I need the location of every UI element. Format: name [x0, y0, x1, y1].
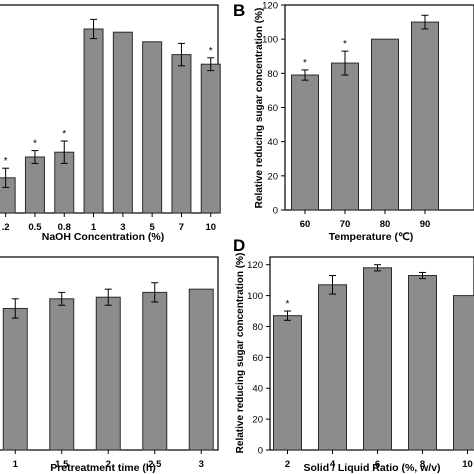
x-tick-label: 4 — [330, 459, 336, 470]
x-tick-label: 2.5 — [148, 459, 162, 470]
bar — [2, 307, 28, 451]
x-axis-title: Pretreatment time (h) — [50, 462, 156, 474]
panel-c-chart: 1 1.5 2 2.5 3 Pretreatment time (h) — [0, 256, 219, 474]
y-axis-title: Relative reducing sugar concentration (%… — [235, 253, 246, 454]
x-tick-label: 70 — [340, 219, 351, 230]
bar — [453, 295, 474, 451]
x-tick-label: 0.8 — [58, 222, 71, 233]
y-tick-label: 60 — [267, 103, 278, 114]
bar — [188, 288, 214, 451]
y-tick-label: 40 — [267, 137, 278, 148]
y-tick-label: 80 — [252, 322, 263, 333]
x-tick-label: 3 — [120, 222, 125, 233]
significance-marker: * — [62, 129, 66, 140]
x-tick-label: .2 — [2, 222, 10, 233]
x-tick-label: 1 — [13, 459, 19, 470]
x-axis-title: NaOH Concentration (%) — [42, 231, 165, 243]
y-tick-label: 0 — [273, 206, 278, 217]
panel-d-chart: 0 20 40 60 80 100 120 * 2 4 6 8 10 Solid / Liquid Rat… — [235, 253, 474, 474]
x-tick-label: 10 — [462, 459, 473, 470]
x-tick-label: 6 — [375, 459, 380, 470]
y-tick-label: 60 — [252, 353, 263, 364]
y-tick-label: 0 — [258, 446, 263, 457]
bar — [142, 41, 163, 214]
bar — [200, 63, 221, 214]
x-axis-title: Solid / Liquid Ratio (%, w/v) — [303, 462, 440, 474]
x-tick-label: 60 — [300, 219, 311, 230]
y-tick-label: 100 — [262, 35, 278, 46]
bar — [318, 284, 347, 451]
y-tick-label: 40 — [252, 384, 263, 395]
y-tick-label: 20 — [252, 415, 263, 426]
bar — [331, 62, 359, 211]
panel-label-d: D — [233, 236, 245, 255]
x-tick-label: 10 — [205, 222, 216, 233]
bar — [49, 298, 75, 451]
bar — [371, 38, 399, 211]
y-axis-title: Relative reducing sugar concentration (%… — [254, 8, 265, 209]
x-tick-label: 1 — [91, 222, 97, 233]
bar — [95, 296, 121, 451]
x-tick-label: 8 — [420, 459, 425, 470]
y-tick-label: 100 — [247, 291, 263, 302]
significance-marker: * — [33, 139, 37, 150]
x-axis-title: Temperature (℃) — [329, 231, 414, 243]
panel-b-chart: 0 20 40 60 80 100 120 * 60 * 70 80 90 Temperature (℃)… — [254, 1, 474, 243]
bar — [408, 275, 437, 451]
y-tick-label: 20 — [267, 171, 278, 182]
bar — [83, 28, 104, 214]
x-tick-label: 1.5 — [55, 459, 69, 470]
bar — [291, 74, 319, 211]
axes-frame — [0, 256, 219, 451]
bar — [0, 177, 16, 214]
x-tick-label: 3 — [199, 459, 204, 470]
significance-marker: * — [209, 46, 213, 57]
bar — [142, 291, 168, 451]
bar — [24, 156, 45, 214]
bar — [411, 21, 439, 211]
x-tick-label: 7 — [179, 222, 184, 233]
bar — [363, 267, 392, 451]
x-tick-label: 2 — [285, 459, 290, 470]
x-tick-label: 90 — [420, 219, 431, 230]
x-tick-label: 5 — [150, 222, 156, 233]
y-tick-label: 120 — [262, 1, 278, 12]
panel-label-b: B — [233, 1, 245, 20]
significance-marker: * — [4, 156, 8, 167]
bar — [112, 31, 133, 214]
bar — [171, 54, 192, 214]
significance-marker: * — [303, 58, 307, 69]
x-tick-label: 80 — [380, 219, 391, 230]
panel-a-chart: * .2 * 0.5 * 0.8 1 3 5 7 * 10 NaOH Concentration (%) — [0, 4, 221, 243]
y-tick-label: 120 — [247, 260, 263, 271]
x-tick-label: 0.5 — [28, 222, 42, 233]
significance-marker: * — [343, 39, 347, 50]
y-tick-label: 80 — [267, 69, 278, 80]
significance-marker: * — [286, 299, 290, 310]
x-tick-label: 2 — [106, 459, 111, 470]
bar — [273, 315, 302, 451]
